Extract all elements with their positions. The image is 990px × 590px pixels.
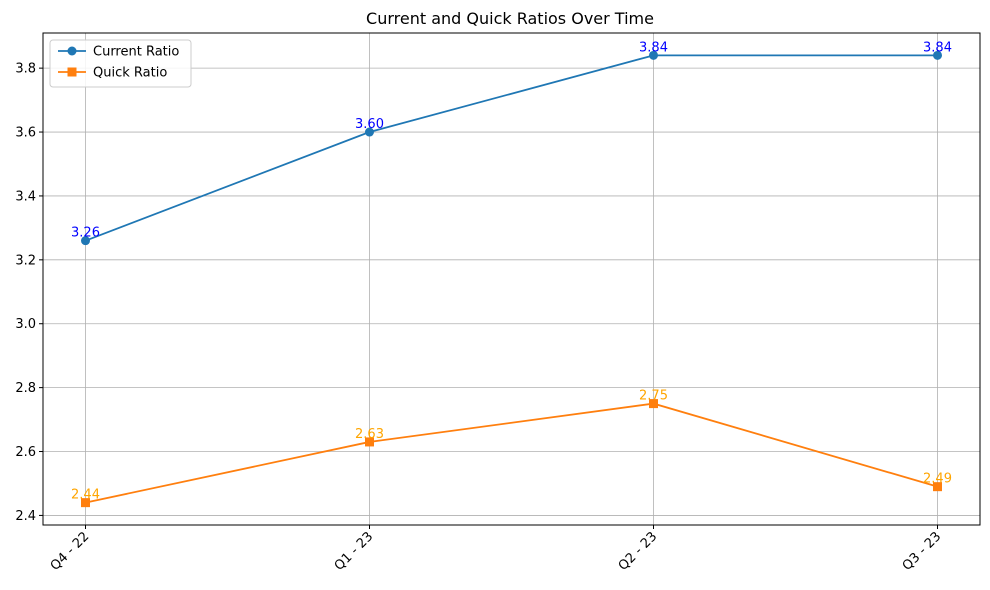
data-point bbox=[365, 127, 374, 137]
y-tick-label: 3.8 bbox=[15, 62, 36, 77]
series bbox=[81, 50, 942, 508]
y-tick-label: 3.4 bbox=[15, 189, 36, 204]
y-tick-label: 2.6 bbox=[15, 445, 36, 460]
x-tick-label: Q2 - 23 bbox=[616, 529, 661, 574]
data-label: 3.60 bbox=[355, 117, 384, 132]
data-point bbox=[81, 236, 90, 246]
data-label: 2.44 bbox=[71, 488, 100, 503]
y-tick-label: 3.6 bbox=[15, 126, 36, 141]
series-line bbox=[85, 402, 938, 504]
series-line bbox=[85, 54, 938, 242]
data-point bbox=[81, 498, 90, 508]
x-tick-label: Q3 - 23 bbox=[900, 529, 945, 574]
legend-label: Quick Ratio bbox=[93, 66, 167, 81]
x-tick-label: Q1 - 23 bbox=[332, 529, 377, 574]
data-point bbox=[933, 482, 942, 492]
data-label: 2.63 bbox=[355, 427, 384, 442]
grid bbox=[43, 33, 980, 525]
data-point bbox=[365, 437, 374, 447]
legend-label: Current Ratio bbox=[93, 45, 179, 60]
data-label: 3.26 bbox=[71, 226, 100, 241]
x-tick-label: Q4 - 22 bbox=[48, 529, 93, 574]
data-label: 2.75 bbox=[639, 389, 668, 404]
data-label: 3.84 bbox=[923, 40, 952, 55]
data-label: 3.84 bbox=[639, 40, 668, 55]
chart-title: Current and Quick Ratios Over Time bbox=[366, 9, 654, 28]
data-labels: 3.26 3.60 3.84 3.84 2.44 2.63 2.75 2.49 bbox=[71, 40, 952, 502]
data-point bbox=[649, 399, 658, 409]
y-tick-label: 3.2 bbox=[15, 253, 36, 268]
data-label: 2.49 bbox=[923, 472, 952, 487]
data-point bbox=[933, 50, 942, 60]
y-tick-label: 3.0 bbox=[15, 317, 36, 332]
plot-frame bbox=[42, 32, 981, 526]
legend-marker bbox=[67, 46, 77, 56]
data-point bbox=[649, 50, 658, 60]
y-tick-label: 2.8 bbox=[15, 381, 36, 396]
axes: 2.4 2.6 2.8 3.0 3.2 3.4 3.6 3.8 Q4 - 22 Q1 - 23 Q2… bbox=[15, 32, 981, 574]
legend: Current Ratio Quick Ratio bbox=[49, 39, 192, 88]
legend-marker bbox=[67, 67, 77, 77]
y-tick-label: 2.4 bbox=[15, 509, 36, 524]
